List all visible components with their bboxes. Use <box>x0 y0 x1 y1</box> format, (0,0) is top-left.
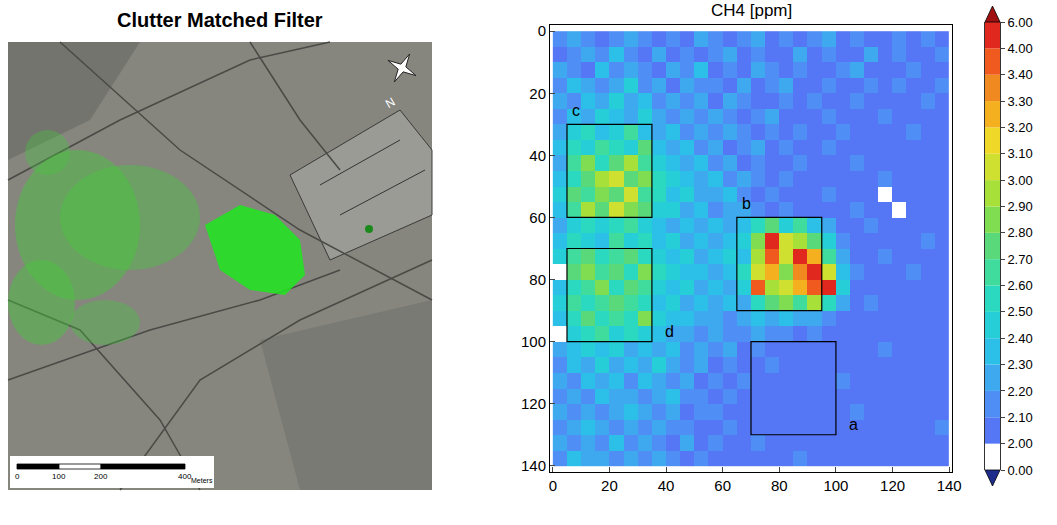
svg-text:3.40: 3.40 <box>1007 67 1032 82</box>
svg-text:CH4 [ppm]: CH4 [ppm] <box>711 1 792 20</box>
svg-text:400: 400 <box>178 472 192 481</box>
svg-text:2.50: 2.50 <box>1007 304 1032 319</box>
svg-text:2.60: 2.60 <box>1007 278 1032 293</box>
svg-text:60: 60 <box>714 477 731 494</box>
svg-text:2.20: 2.20 <box>1007 383 1032 398</box>
svg-text:0: 0 <box>15 472 20 481</box>
svg-text:2.70: 2.70 <box>1007 252 1032 267</box>
svg-text:0: 0 <box>549 477 557 494</box>
svg-text:0: 0 <box>538 22 546 39</box>
svg-text:Clutter Matched Filter: Clutter Matched Filter <box>117 9 323 31</box>
svg-text:100: 100 <box>823 477 848 494</box>
svg-text:3.00: 3.00 <box>1007 173 1032 188</box>
svg-text:60: 60 <box>529 209 546 226</box>
svg-text:100: 100 <box>521 333 546 350</box>
svg-text:Meters: Meters <box>191 477 213 484</box>
svg-text:200: 200 <box>94 472 108 481</box>
svg-text:120: 120 <box>880 477 905 494</box>
svg-text:20: 20 <box>529 85 546 102</box>
svg-text:2.00: 2.00 <box>1007 436 1032 451</box>
svg-text:40: 40 <box>529 147 546 164</box>
svg-text:140: 140 <box>937 477 962 494</box>
svg-text:c: c <box>572 102 580 119</box>
svg-text:2.30: 2.30 <box>1007 357 1032 372</box>
svg-text:120: 120 <box>521 395 546 412</box>
svg-text:20: 20 <box>601 477 618 494</box>
svg-text:4.00: 4.00 <box>1007 41 1032 56</box>
svg-text:2.80: 2.80 <box>1007 225 1032 240</box>
svg-text:a: a <box>849 416 858 433</box>
svg-text:80: 80 <box>771 477 788 494</box>
svg-text:100: 100 <box>52 472 66 481</box>
svg-text:3.30: 3.30 <box>1007 94 1032 109</box>
svg-text:d: d <box>665 323 674 340</box>
svg-text:2.40: 2.40 <box>1007 331 1032 346</box>
svg-text:0.00: 0.00 <box>1007 463 1032 478</box>
svg-text:140: 140 <box>521 457 546 474</box>
svg-text:2.10: 2.10 <box>1007 410 1032 425</box>
svg-text:40: 40 <box>658 477 675 494</box>
svg-text:N: N <box>383 95 398 111</box>
svg-text:3.10: 3.10 <box>1007 146 1032 161</box>
svg-text:80: 80 <box>529 271 546 288</box>
svg-text:b: b <box>742 195 751 212</box>
svg-text:6.00: 6.00 <box>1007 15 1032 30</box>
svg-text:2.90: 2.90 <box>1007 199 1032 214</box>
svg-text:3.20: 3.20 <box>1007 120 1032 135</box>
